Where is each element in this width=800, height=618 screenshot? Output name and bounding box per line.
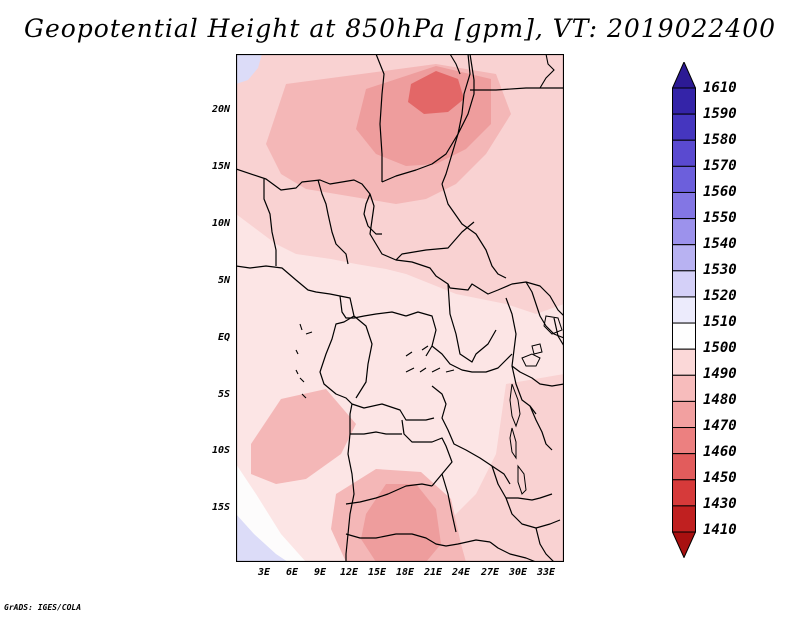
- map-frame: [236, 54, 564, 562]
- geopotential-height-map: [236, 54, 564, 562]
- gulf-of-guinea-shading: [236, 264, 331, 329]
- field-1520-northwest: [236, 54, 262, 84]
- colorbar-box: [672, 113, 696, 141]
- colorbar-label-1430: 1430: [703, 496, 737, 512]
- colorbar-label-1560: 1560: [703, 184, 737, 200]
- colorbar-label-1510: 1510: [703, 314, 737, 330]
- colorbar-box: [672, 165, 696, 193]
- grads-credit: GrADS: IGES/COLA: [4, 603, 82, 612]
- lat-label-15N: 15N: [211, 161, 230, 172]
- colorbar-box: [672, 348, 696, 376]
- colorbar-box: [672, 191, 696, 220]
- lat-label-20N: 20N: [211, 104, 230, 115]
- field-1490-southwest: [251, 389, 356, 484]
- field-1470-core: [408, 71, 464, 114]
- coastline-details: [295, 54, 555, 399]
- colorbar-box: [672, 453, 696, 481]
- field-1480-south: [361, 484, 441, 562]
- lat-label-EQ: EQ: [217, 332, 230, 343]
- lon-label-30E: 30E: [508, 567, 528, 578]
- colorbar-box: [672, 87, 696, 115]
- lat-label-5S: 5S: [217, 389, 230, 400]
- lat-label-15S: 15S: [211, 502, 230, 513]
- lakes: [509, 315, 563, 495]
- colorbar-label-1530: 1530: [703, 262, 737, 278]
- lon-label-3E: 3E: [257, 567, 271, 578]
- lat-label-10N: 10N: [211, 218, 230, 229]
- colorbar-label-1540: 1540: [703, 236, 737, 252]
- lon-label-27E: 27E: [480, 567, 500, 578]
- colorbar-label-1450: 1450: [703, 470, 737, 486]
- colorbar-box: [672, 244, 696, 272]
- colorbar: [672, 62, 696, 558]
- colorbar-box: [672, 139, 696, 167]
- colorbar-box: [672, 505, 696, 533]
- lon-label-21E: 21E: [423, 567, 443, 578]
- country-borders: [236, 54, 564, 562]
- colorbar-label-1470: 1470: [703, 418, 737, 434]
- colorbar-box: [672, 400, 696, 429]
- colorbar-box: [672, 427, 696, 455]
- map-title: Geopotential Height at 850hPa [gpm], VT:…: [23, 14, 777, 43]
- colorbar-label-1580: 1580: [703, 132, 737, 148]
- lon-label-9E: 9E: [313, 567, 327, 578]
- colorbar-box: [672, 374, 696, 402]
- colorbar-label-1570: 1570: [703, 158, 737, 174]
- colorbar-label-1460: 1460: [703, 444, 737, 460]
- lat-label-5N: 5N: [217, 275, 230, 286]
- colorbar-label-1610: 1610: [703, 80, 737, 96]
- colorbar-label-1490: 1490: [703, 366, 737, 382]
- colorbar-box: [672, 270, 696, 298]
- colorbar-box: [672, 296, 696, 324]
- lon-label-12E: 12E: [339, 567, 359, 578]
- colorbar-label-1590: 1590: [703, 106, 737, 122]
- colorbar-box: [672, 322, 696, 350]
- colorbar-label-1500: 1500: [703, 340, 737, 356]
- colorbar-label-1480: 1480: [703, 392, 737, 408]
- colorbar-label-1410: 1410: [703, 522, 737, 538]
- colorbar-label-1520: 1520: [703, 288, 737, 304]
- colorbar-box: [672, 479, 696, 507]
- colorbar-box: [672, 218, 696, 246]
- lat-label-10S: 10S: [211, 445, 230, 456]
- field-1520-southwest: [236, 514, 288, 562]
- lon-label-18E: 18E: [395, 567, 415, 578]
- colorbar-bottom-triangle: [672, 531, 696, 558]
- colorbar-label-1550: 1550: [703, 210, 737, 226]
- lon-label-33E: 33E: [536, 567, 556, 578]
- lon-label-6E: 6E: [285, 567, 299, 578]
- lon-label-15E: 15E: [367, 567, 387, 578]
- lon-label-24E: 24E: [451, 567, 471, 578]
- colorbar-top-triangle: [672, 62, 696, 89]
- field-1500-southeast: [436, 374, 564, 562]
